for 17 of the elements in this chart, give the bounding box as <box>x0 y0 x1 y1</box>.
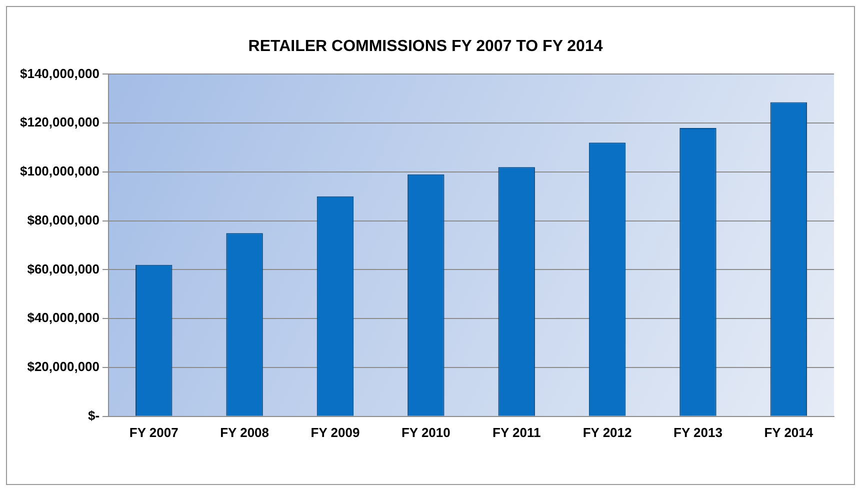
chart-title: RETAILER COMMISSIONS FY 2007 TO FY 2014 <box>248 38 603 56</box>
x-tick-label: FY 2009 <box>310 424 360 440</box>
y-tick-label: $140,000,000 <box>20 66 100 81</box>
x-tick-label: FY 2013 <box>674 424 722 440</box>
y-tick-label: $80,000,000 <box>27 212 100 228</box>
x-tick-label: FY 2011 <box>492 424 541 440</box>
x-tick-label: FY 2008 <box>220 424 270 440</box>
y-tick-label: $100,000,000 <box>20 164 100 179</box>
y-tick-label: $- <box>88 408 100 423</box>
y-tick-label: $40,000,000 <box>27 310 100 326</box>
y-tick-label: $60,000,000 <box>27 261 100 276</box>
x-tick-label: FY 2007 <box>129 424 178 440</box>
x-tick-label: FY 2014 <box>764 424 814 440</box>
y-tick-label: $20,000,000 <box>27 359 100 374</box>
x-tick-label: FY 2010 <box>401 424 450 440</box>
y-tick-label: $120,000,000 <box>20 114 100 130</box>
x-tick-label: FY 2012 <box>582 424 632 440</box>
